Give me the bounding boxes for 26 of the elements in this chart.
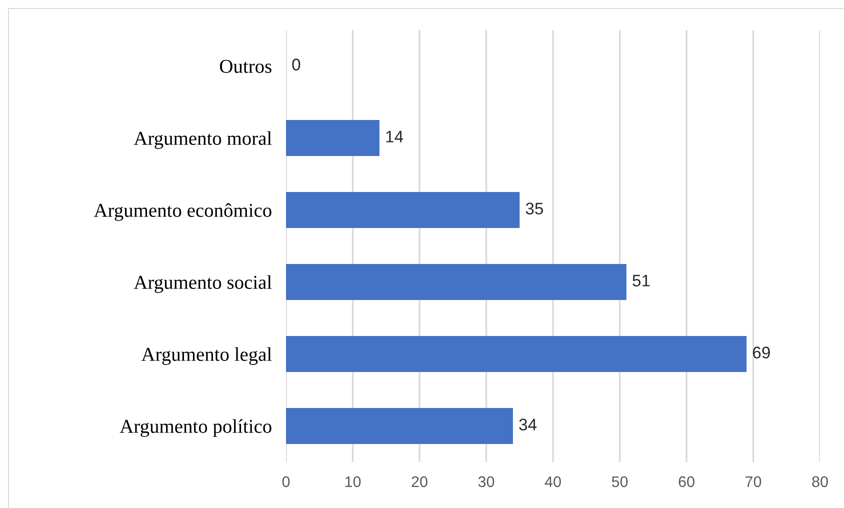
y-tick-label: Argumento legal — [141, 347, 272, 365]
x-tick-label: 50 — [612, 476, 628, 488]
data-label: 34 — [519, 418, 537, 430]
x-tick-label: 60 — [678, 476, 694, 488]
data-label: 0 — [292, 58, 300, 70]
y-tick-label: Argumento social — [134, 275, 272, 293]
x-tick-label: 0 — [282, 476, 290, 488]
x-tick-label: 40 — [544, 476, 561, 488]
bar — [286, 192, 520, 228]
data-label: 69 — [752, 346, 770, 358]
y-tick-label: Argumento político — [120, 419, 272, 437]
x-tick-label: 20 — [412, 476, 428, 488]
data-label: 51 — [632, 274, 650, 286]
data-label: 35 — [526, 202, 544, 214]
bar — [286, 336, 747, 372]
y-tick-label: Argumento moral — [134, 131, 272, 149]
x-tick-label: 10 — [345, 476, 361, 488]
x-tick-label: 70 — [746, 476, 762, 488]
bar — [286, 264, 626, 300]
data-label: 14 — [386, 130, 404, 142]
bar — [286, 408, 513, 444]
x-tick-label: 80 — [812, 476, 828, 488]
y-tick-label: Argumento econômico — [94, 203, 272, 221]
bar — [286, 120, 380, 156]
x-tick-label: 30 — [478, 476, 494, 488]
y-tick-label: Outros — [220, 60, 272, 73]
